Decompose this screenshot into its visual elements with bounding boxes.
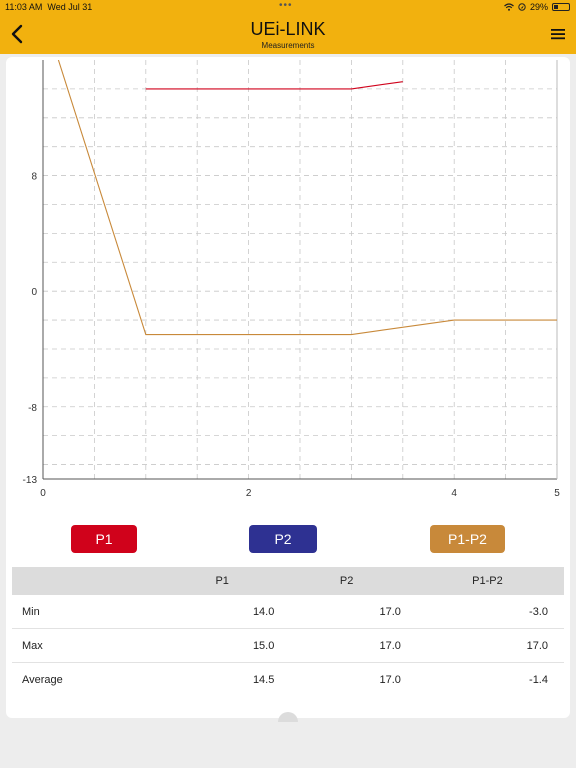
page-subtitle: Measurements	[261, 41, 315, 50]
stats-header-p1: P1	[162, 567, 283, 595]
legend-p2-button[interactable]: P2	[249, 525, 317, 553]
stats-header-row: P1 P2 P1-P2	[12, 567, 564, 595]
y-tick-label: 0	[31, 287, 37, 298]
cell-p1-p2: -1.4	[529, 673, 548, 686]
nav-bar: UEi-LINK Measurements	[0, 14, 576, 54]
cell-p1-p2: -3.0	[410, 595, 564, 629]
status-time: 11:03 AM Wed Jul 31	[5, 2, 93, 12]
y-tick-label: -13	[23, 475, 38, 486]
y-tick-label: -8	[28, 403, 37, 414]
cell-p2: 17.0	[379, 673, 401, 686]
stats-table: P1 P2 P1-P2 Min 14.0 17.0 -3.0 Max 15.0 …	[12, 567, 564, 696]
x-tick-label: 2	[246, 488, 252, 499]
table-row: Min 14.0 17.0 -3.0	[12, 595, 564, 629]
hamburger-menu-icon[interactable]	[550, 27, 566, 41]
battery-icon	[552, 3, 570, 11]
battery-percent: 29%	[529, 2, 548, 12]
x-tick-label: 4	[451, 488, 457, 499]
status-bar: 11:03 AM Wed Jul 31 ••• 29%	[0, 0, 576, 14]
row-label: Average	[22, 673, 63, 686]
stats-header-p1-p2: P1-P2	[410, 567, 564, 595]
y-tick-label: 8	[31, 172, 37, 183]
cell-p2: 17.0	[282, 628, 411, 663]
cell-p2: 17.0	[282, 595, 411, 629]
table-row: Average 14.5 17.0 -1.4	[12, 663, 564, 697]
page-title: UEi-LINK	[250, 19, 326, 39]
row-label: Max	[12, 628, 162, 663]
location-icon	[518, 3, 526, 11]
series-line-p1-p2	[57, 60, 557, 336]
stats-header-blank	[12, 567, 162, 595]
legend-p1-p2-button[interactable]: P1-P2	[430, 525, 505, 553]
pull-handle[interactable]	[278, 712, 298, 722]
x-tick-label: 5	[554, 488, 560, 499]
series-line-p1	[145, 81, 403, 90]
legend-p1-button[interactable]: P1	[71, 525, 137, 553]
cell-p1: 14.0	[162, 595, 283, 629]
table-row: Max 15.0 17.0 17.0	[12, 628, 564, 663]
measurement-card: 8 0 -8 -13 0 2 4 5 P1 P2 P1-P2 P1 P2 P1-P2 Min …	[6, 57, 570, 718]
x-tick-label: 0	[40, 488, 46, 499]
status-right: 29%	[504, 2, 570, 12]
stats-header-p2: P2	[282, 567, 411, 595]
cell-p1: 14.5	[252, 673, 275, 686]
measurement-chart: 80-8-130 2 4 5	[23, 60, 560, 499]
cell-p1-p2: 17.0	[410, 628, 564, 663]
row-label: Min	[12, 595, 162, 629]
wifi-icon	[504, 3, 514, 11]
cell-p1: 15.0	[162, 628, 283, 663]
chevron-left-icon[interactable]	[8, 23, 28, 45]
multitask-dots-icon[interactable]: •••	[279, 0, 293, 11]
